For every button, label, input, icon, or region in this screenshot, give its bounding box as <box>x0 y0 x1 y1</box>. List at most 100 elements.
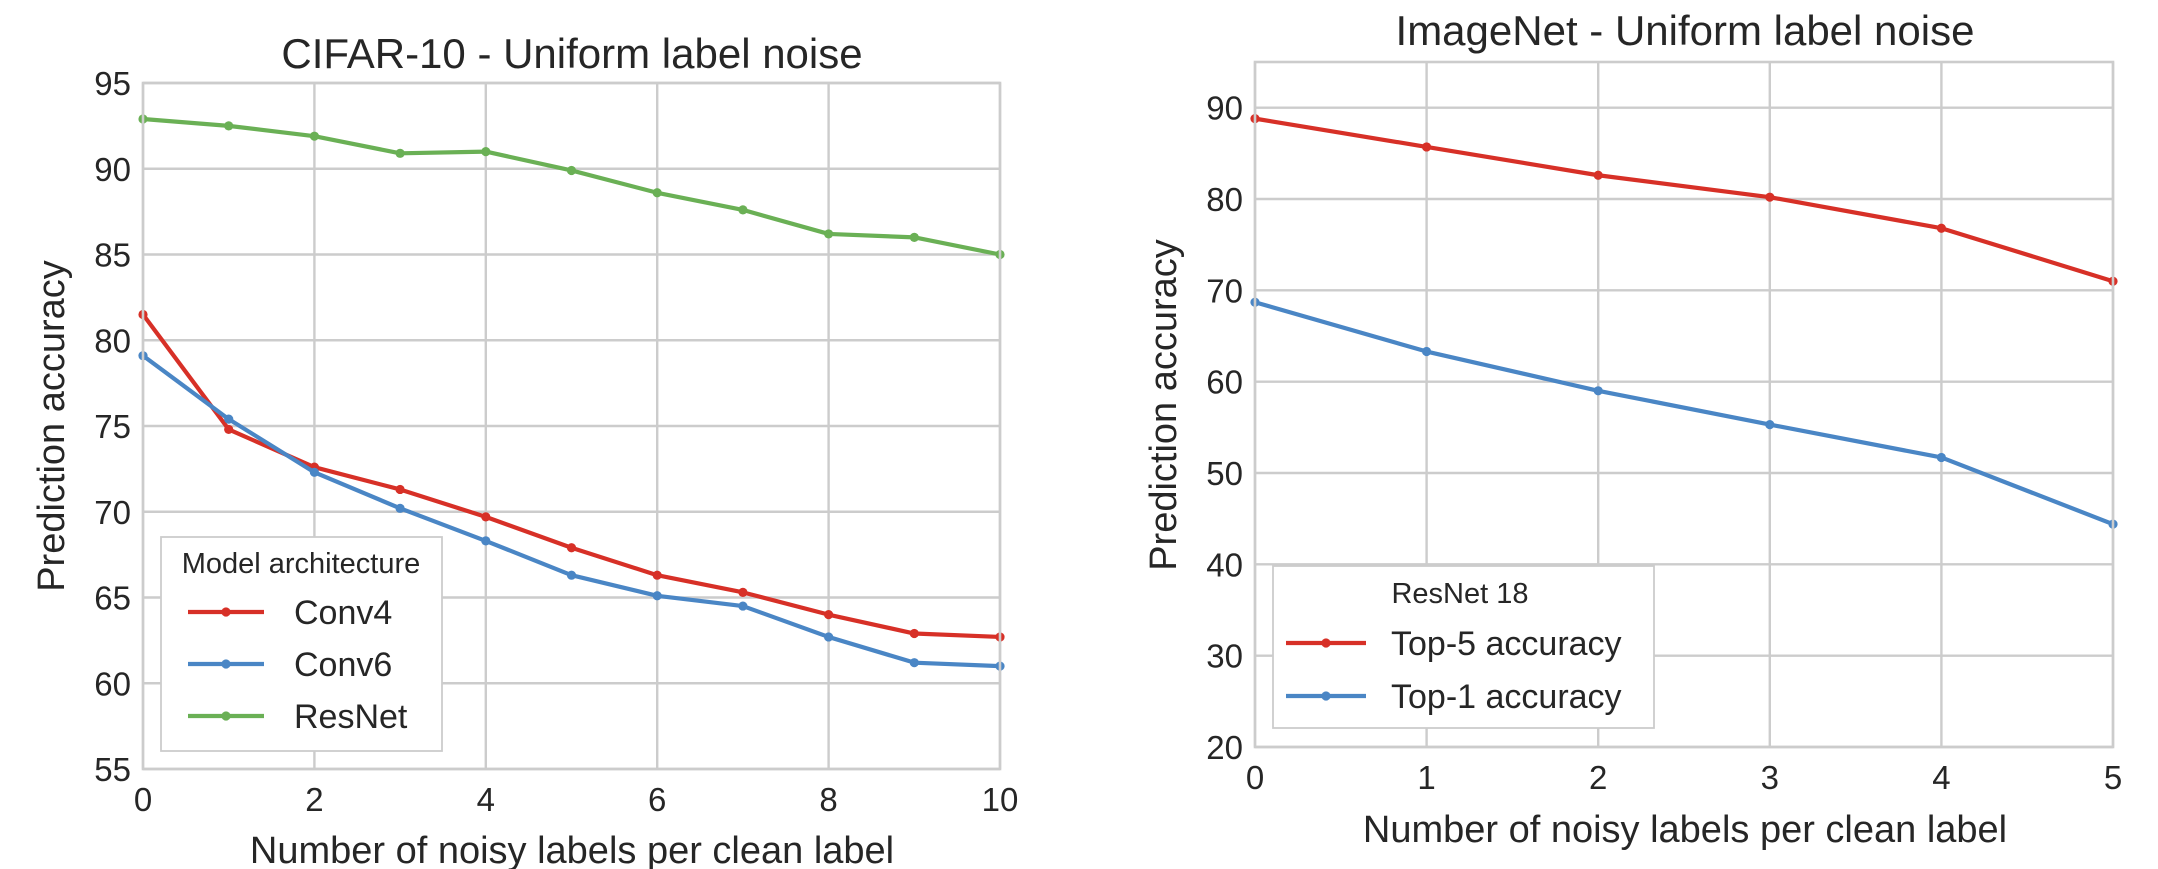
y-tick-label: 70 <box>94 494 131 531</box>
legend-label-resnet: ResNet <box>294 698 408 736</box>
data-point-resnet <box>224 121 234 131</box>
data-point-resnet <box>309 131 319 141</box>
data-point-conv6 <box>738 601 748 611</box>
data-point-conv4 <box>652 570 662 580</box>
data-point-top-1-accuracy <box>1593 386 1603 396</box>
data-point-conv6 <box>824 632 834 642</box>
legend-marker-conv4 <box>221 607 231 617</box>
y-tick-label: 90 <box>1206 90 1243 127</box>
x-tick-label: 4 <box>1932 759 1950 796</box>
legend-marker-top-1-accuracy <box>1321 691 1331 701</box>
data-point-resnet <box>909 232 919 242</box>
data-point-top-5-accuracy <box>1936 223 1946 233</box>
x-tick-label: 2 <box>305 781 323 818</box>
series-line-top-5-accuracy <box>1254 116 2114 284</box>
x-tick-labels: 0 1 2 3 4 5 <box>1246 759 2122 796</box>
x-tick-label: 1 <box>1417 759 1435 796</box>
data-point-top-1-accuracy <box>1765 419 1775 430</box>
plot-frame <box>141 81 1002 771</box>
data-point-conv4 <box>738 587 748 597</box>
series-line-resnet <box>142 116 1001 257</box>
legend: ResNet 18 Top-5 accuracy Top-1 accuracy <box>1272 565 1655 729</box>
series-lines <box>138 114 1005 671</box>
plot-frame <box>1253 60 2115 749</box>
data-point-top-5-accuracy <box>1765 192 1775 202</box>
y-tick-label: 70 <box>1206 272 1243 309</box>
y-tick-label: 90 <box>94 151 131 188</box>
y-tick-label: 50 <box>1206 455 1243 492</box>
data-point-conv6 <box>224 414 234 424</box>
legend-label-conv4: Conv4 <box>294 594 392 632</box>
y-tick-label: 20 <box>1206 729 1243 766</box>
data-point-conv4 <box>481 512 491 522</box>
x-tick-label: 2 <box>1589 759 1607 796</box>
x-tick-label: 5 <box>2104 759 2122 796</box>
y-tick-label: 80 <box>94 322 131 359</box>
legend-marker-conv6 <box>221 659 231 669</box>
chart-cifar10: CIFAR-10 - Uniform label noise 55 60 65 70 7… <box>31 30 1018 869</box>
data-point-conv6 <box>309 467 319 477</box>
chart-title: CIFAR-10 - Uniform label noise <box>281 30 862 77</box>
y-tick-label: 80 <box>1206 181 1243 218</box>
x-tick-label: 0 <box>1246 759 1264 796</box>
series-line-top-1-accuracy <box>1254 300 2114 527</box>
y-tick-label: 55 <box>94 751 131 788</box>
x-tick-label: 8 <box>819 781 837 818</box>
x-tick-label: 0 <box>134 781 152 818</box>
data-point-resnet <box>652 188 662 198</box>
y-tick-label: 30 <box>1206 638 1243 675</box>
gridlines <box>141 81 1002 771</box>
data-point-conv4 <box>909 628 919 639</box>
y-tick-label: 95 <box>94 65 131 102</box>
data-point-conv6 <box>481 536 491 546</box>
x-tick-label: 3 <box>1761 759 1779 796</box>
legend-marker-resnet <box>221 711 231 721</box>
data-point-resnet <box>481 147 491 157</box>
data-point-conv6 <box>395 503 405 513</box>
legend-label-top-1-accuracy: Top-1 accuracy <box>1391 678 1622 716</box>
series-lines <box>1250 114 2118 529</box>
legend-entries: Conv4 Conv6 ResNet <box>188 594 408 736</box>
legend-title: Model architecture <box>182 548 421 580</box>
legend: Model architecture Conv4 Conv6 ResNet <box>160 536 443 752</box>
y-tick-labels: 20 30 40 50 60 70 80 90 <box>1206 90 1243 766</box>
y-tick-label: 65 <box>94 580 131 617</box>
data-point-top-1-accuracy <box>1936 452 1946 463</box>
x-axis-label: Number of noisy labels per clean label <box>1363 809 2007 851</box>
data-point-resnet <box>395 148 405 158</box>
data-point-top-1-accuracy <box>1422 346 1432 357</box>
data-point-conv4 <box>224 424 234 435</box>
y-tick-labels: 55 60 65 70 75 80 85 90 95 <box>94 65 131 788</box>
data-point-conv4 <box>566 543 577 553</box>
data-point-resnet <box>566 165 577 176</box>
data-point-resnet <box>824 229 834 239</box>
legend-box <box>1272 565 1655 729</box>
x-tick-labels: 0 2 4 6 8 10 <box>134 781 1019 818</box>
data-point-resnet <box>738 205 748 215</box>
y-tick-label: 60 <box>94 665 131 702</box>
y-axis-label: Prediction accuracy <box>31 260 73 592</box>
data-point-conv4 <box>395 484 405 495</box>
legend-label-conv6: Conv6 <box>294 646 392 684</box>
y-axis-label: Prediction accuracy <box>1143 239 1185 571</box>
x-tick-label: 10 <box>982 781 1019 818</box>
legend-title: ResNet 18 <box>1391 578 1528 610</box>
x-axis-label: Number of noisy labels per clean label <box>250 830 894 869</box>
x-tick-label: 4 <box>477 781 495 818</box>
y-tick-label: 60 <box>1206 364 1243 401</box>
chart-imagenet: ImageNet - Uniform label noise 203040506… <box>1143 7 2122 851</box>
data-point-conv4 <box>824 610 834 620</box>
data-point-conv6 <box>566 570 577 580</box>
y-tick-label: 40 <box>1206 546 1243 583</box>
y-tick-label: 75 <box>94 408 131 445</box>
chart-title: ImageNet - Uniform label noise <box>1396 7 1975 54</box>
legend-label-top-5-accuracy: Top-5 accuracy <box>1391 625 1622 663</box>
data-point-conv6 <box>909 658 919 668</box>
data-point-top-5-accuracy <box>1593 170 1603 180</box>
data-point-conv6 <box>652 591 662 601</box>
y-tick-label: 85 <box>94 237 131 274</box>
data-point-top-5-accuracy <box>1422 142 1432 152</box>
legend-entries: Top-5 accuracy Top-1 accuracy <box>1286 625 1622 716</box>
legend-marker-top-5-accuracy <box>1321 638 1331 648</box>
